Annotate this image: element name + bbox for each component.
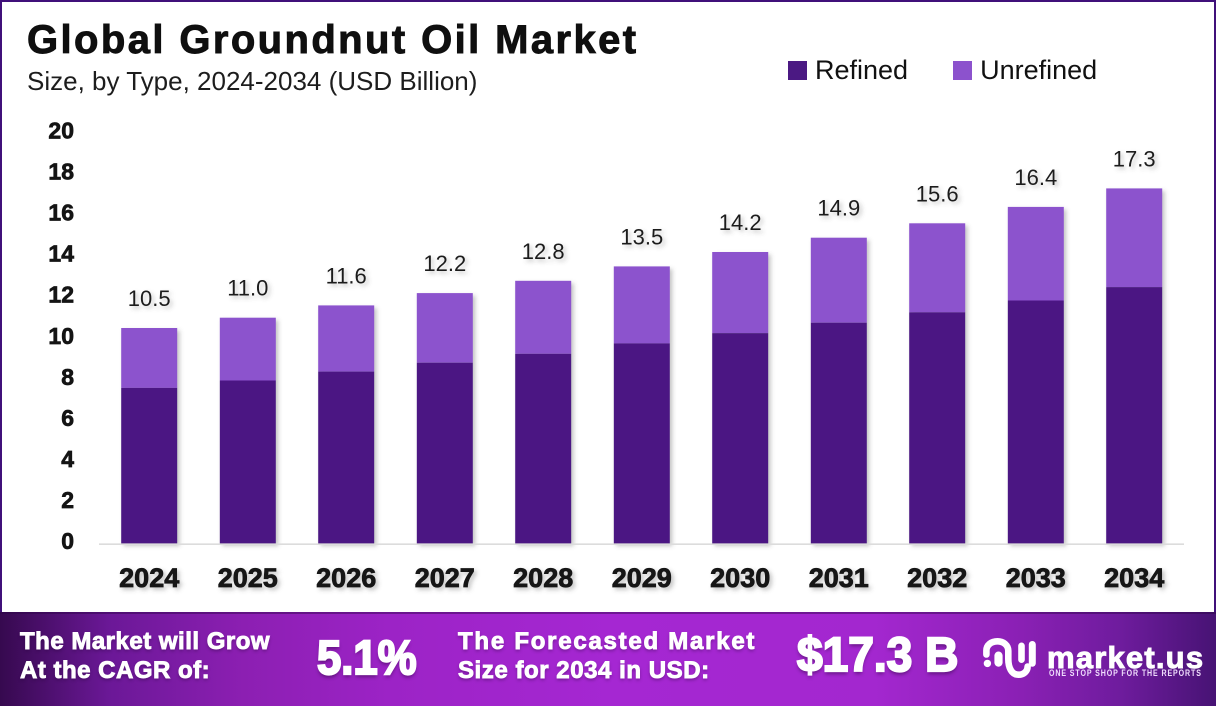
svg-text:13.5: 13.5 — [620, 224, 663, 249]
svg-text:8: 8 — [61, 364, 74, 390]
svg-text:16.4: 16.4 — [1014, 165, 1057, 190]
svg-text:10: 10 — [48, 323, 74, 349]
svg-text:2024: 2024 — [119, 563, 179, 593]
svg-text:2026: 2026 — [316, 563, 376, 593]
svg-text:4: 4 — [61, 446, 74, 472]
svg-text:16: 16 — [48, 200, 74, 226]
svg-text:6: 6 — [61, 405, 74, 431]
svg-text:14: 14 — [48, 241, 74, 267]
svg-text:10.5: 10.5 — [128, 286, 171, 311]
svg-text:15.6: 15.6 — [916, 181, 959, 206]
svg-text:2029: 2029 — [612, 563, 672, 593]
svg-text:14.9: 14.9 — [817, 196, 860, 221]
svg-text:14.2: 14.2 — [719, 210, 762, 235]
svg-text:2031: 2031 — [809, 563, 869, 593]
svg-text:20: 20 — [48, 118, 74, 144]
svg-text:12: 12 — [48, 282, 74, 308]
svg-text:2028: 2028 — [513, 563, 573, 593]
svg-text:2025: 2025 — [218, 563, 278, 593]
svg-text:2033: 2033 — [1006, 563, 1066, 593]
svg-text:2034: 2034 — [1104, 563, 1164, 593]
svg-text:2030: 2030 — [710, 563, 770, 593]
svg-text:17.3: 17.3 — [1113, 146, 1156, 171]
svg-text:0: 0 — [61, 528, 74, 554]
svg-text:12.8: 12.8 — [522, 239, 565, 264]
svg-text:2: 2 — [61, 487, 74, 513]
svg-text:11.0: 11.0 — [227, 276, 268, 301]
svg-text:2032: 2032 — [907, 563, 967, 593]
svg-text:11.6: 11.6 — [326, 263, 367, 288]
svg-text:2027: 2027 — [415, 563, 475, 593]
svg-text:12.2: 12.2 — [423, 251, 466, 276]
svg-text:18: 18 — [48, 159, 74, 185]
